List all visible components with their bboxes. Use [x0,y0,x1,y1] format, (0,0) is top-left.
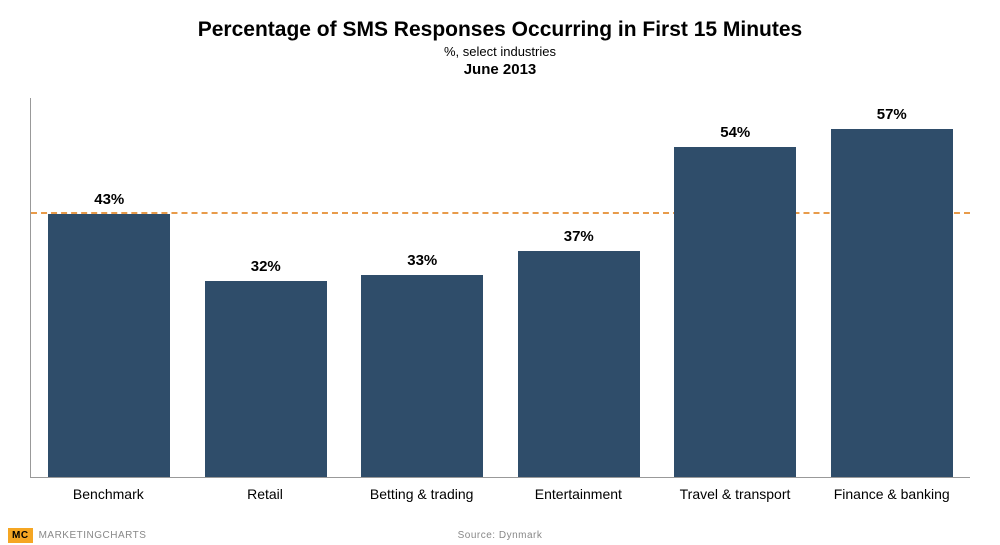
bar-value-label: 33% [407,252,437,269]
bar-value-label: 54% [720,124,750,141]
bar-column: 54% [657,98,814,477]
x-axis-label: Finance & banking [813,486,970,502]
bar [361,275,483,477]
bar-column: 32% [188,98,345,477]
mc-badge: MC [8,528,33,543]
bar-value-label: 57% [877,106,907,123]
bar-value-label: 37% [564,228,594,245]
bar-column: 43% [31,98,188,477]
x-axis-label: Entertainment [500,486,657,502]
bar-column: 37% [501,98,658,477]
bar-column: 33% [344,98,501,477]
plot-area: 43% 32% 33% 37% 54% 57% [30,98,970,478]
bar [831,129,953,477]
titles-block: Percentage of SMS Responses Occurring in… [30,18,970,78]
x-axis-label: Betting & trading [343,486,500,502]
bar-value-label: 43% [94,191,124,208]
bar-column: 57% [814,98,971,477]
chart-container: Percentage of SMS Responses Occurring in… [0,0,1000,545]
footer-brand: MARKETINGCHARTS [39,530,147,541]
x-axis-label: Travel & transport [657,486,814,502]
chart-subtitle: %, select industries [30,44,970,59]
bars-group: 43% 32% 33% 37% 54% 57% [31,98,970,477]
x-axis-label: Benchmark [30,486,187,502]
footer: MC MARKETINGCHARTS Source: Dynmark [0,525,1000,545]
bar-value-label: 32% [251,258,281,275]
x-axis-label: Retail [187,486,344,502]
chart-date: June 2013 [30,61,970,78]
bar [205,281,327,477]
chart-title: Percentage of SMS Responses Occurring in… [30,18,970,42]
x-axis-labels: BenchmarkRetailBetting & tradingEntertai… [30,486,970,502]
bar [48,214,170,477]
bar [674,147,796,477]
bar [518,251,640,477]
footer-source: Source: Dynmark [458,530,543,541]
